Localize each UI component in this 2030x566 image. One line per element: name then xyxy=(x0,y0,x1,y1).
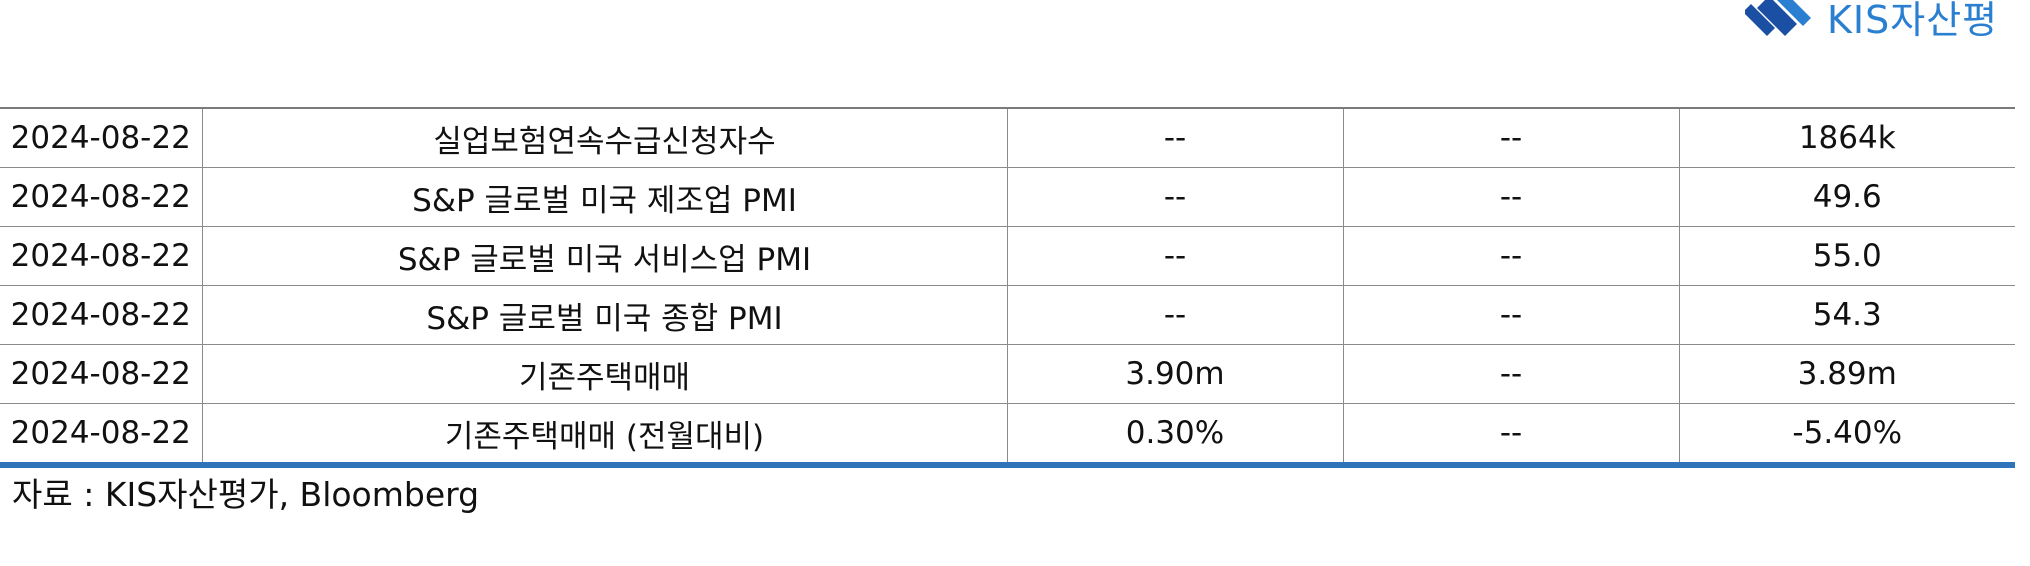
value-cell: -5.40% xyxy=(1678,403,2015,465)
date-cell: 2024-08-22 xyxy=(10,415,191,451)
indicator-cell: S&P 글로벌 미국 종합 PMI xyxy=(201,285,1007,345)
value-cell: 1864k xyxy=(1678,108,2015,168)
table-row: 2024-08-22 실업보험연속수급신청자수 -- -- 1864k xyxy=(0,108,2015,168)
value-cell: -- xyxy=(1342,108,1679,168)
indicator-cell: 기존주택매매 xyxy=(201,344,1007,404)
value-cell: 55.0 xyxy=(1678,226,2015,286)
table-row: 2024-08-22 S&P 글로벌 미국 종합 PMI -- -- 54.3 xyxy=(0,285,2015,345)
date-cell: 2024-08-22 xyxy=(0,285,202,345)
value-cell: 3.90m xyxy=(1006,344,1343,404)
source-note: 자료 : KIS자산평가, Bloomberg xyxy=(12,475,480,514)
kis-logo-icon xyxy=(1745,0,1811,36)
indicator-cell: S&P 글로벌 미국 제조업 PMI xyxy=(201,167,1007,227)
table-row: 2024-08-22 기존주택매매 (전월대비) 0.30% -- -5.40% xyxy=(0,403,2015,465)
value-cell: -- xyxy=(1006,226,1343,286)
value-cell: 0.30% xyxy=(1006,403,1343,465)
value-cell: -- xyxy=(1342,403,1679,465)
value-cell: -- xyxy=(1006,167,1343,227)
indicator-cell: S&P 글로벌 미국 서비스업 PMI xyxy=(201,226,1007,286)
date-cell: 2024-08-22 xyxy=(0,344,202,404)
value-cell: -- xyxy=(1006,108,1343,168)
value-cell: -- xyxy=(1342,344,1679,404)
table-row: 2024-08-22 S&P 글로벌 미국 서비스업 PMI -- -- 55.… xyxy=(0,226,2015,286)
indicator-cell: 기존주택매매 (전월대비) xyxy=(201,403,1007,465)
date-cell: 2024-08-22 xyxy=(0,108,202,168)
value-cell: 49.6 xyxy=(1678,167,2015,227)
value-cell: 54.3 xyxy=(1678,285,2015,345)
value-cell: -- xyxy=(1342,285,1679,345)
table-row: 2024-08-22 S&P 글로벌 미국 제조업 PMI -- -- 49.6 xyxy=(0,167,2015,227)
value-cell: -- xyxy=(1342,167,1679,227)
economic-calendar-table: 2024-08-22 실업보험연속수급신청자수 -- -- 1864k 2024… xyxy=(0,107,2015,468)
date-cell: 2024-08-22 xyxy=(0,167,202,227)
table-row: 2024-08-22 기존주택매매 3.90m -- 3.89m xyxy=(0,344,2015,404)
value-cell: -- xyxy=(1342,226,1679,286)
logo-text: KIS자산평 xyxy=(1827,0,1999,42)
date-cell: 2024-08-22 xyxy=(0,226,202,286)
value-cell: -- xyxy=(1006,285,1343,345)
indicator-cell: 실업보험연속수급신청자수 xyxy=(201,108,1007,168)
kis-logo: KIS자산평 xyxy=(1745,0,1998,56)
value-cell: 3.89m xyxy=(1678,344,2015,404)
